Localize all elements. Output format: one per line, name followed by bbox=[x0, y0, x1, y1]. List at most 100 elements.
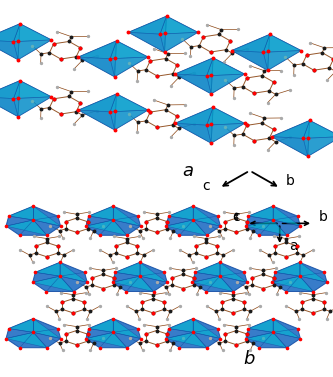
Polygon shape bbox=[268, 34, 301, 70]
Polygon shape bbox=[129, 16, 166, 34]
Text: a: a bbox=[289, 239, 297, 253]
Polygon shape bbox=[211, 107, 244, 143]
Polygon shape bbox=[89, 206, 113, 220]
Polygon shape bbox=[308, 120, 333, 156]
Polygon shape bbox=[35, 262, 60, 276]
Polygon shape bbox=[175, 58, 213, 94]
Polygon shape bbox=[271, 120, 310, 156]
Polygon shape bbox=[113, 319, 141, 339]
Polygon shape bbox=[303, 120, 333, 138]
Polygon shape bbox=[263, 34, 301, 52]
Polygon shape bbox=[129, 32, 165, 52]
Polygon shape bbox=[275, 262, 300, 276]
Polygon shape bbox=[175, 58, 213, 76]
Polygon shape bbox=[140, 262, 167, 282]
Polygon shape bbox=[33, 206, 61, 226]
Polygon shape bbox=[175, 123, 211, 143]
Polygon shape bbox=[168, 206, 193, 220]
Polygon shape bbox=[13, 24, 52, 42]
Polygon shape bbox=[246, 319, 300, 348]
Polygon shape bbox=[160, 16, 198, 34]
Polygon shape bbox=[115, 94, 148, 130]
Polygon shape bbox=[33, 319, 61, 339]
Polygon shape bbox=[6, 319, 61, 348]
Polygon shape bbox=[166, 206, 220, 235]
Polygon shape bbox=[78, 41, 117, 77]
Text: a: a bbox=[182, 162, 194, 180]
Polygon shape bbox=[160, 32, 198, 52]
Polygon shape bbox=[206, 74, 244, 94]
Polygon shape bbox=[303, 136, 333, 156]
Polygon shape bbox=[89, 319, 113, 333]
Polygon shape bbox=[175, 74, 211, 94]
Polygon shape bbox=[166, 220, 207, 235]
Polygon shape bbox=[6, 220, 47, 235]
Polygon shape bbox=[115, 262, 140, 276]
Polygon shape bbox=[129, 16, 166, 52]
Polygon shape bbox=[166, 333, 207, 348]
Polygon shape bbox=[113, 206, 141, 226]
Polygon shape bbox=[78, 94, 117, 112]
Polygon shape bbox=[0, 24, 20, 60]
Polygon shape bbox=[206, 107, 244, 125]
Polygon shape bbox=[110, 57, 148, 77]
Polygon shape bbox=[175, 107, 213, 143]
Polygon shape bbox=[110, 41, 148, 59]
Polygon shape bbox=[9, 206, 33, 220]
Text: b: b bbox=[286, 173, 295, 187]
Polygon shape bbox=[6, 333, 47, 348]
Polygon shape bbox=[168, 319, 193, 333]
Polygon shape bbox=[300, 262, 327, 282]
Polygon shape bbox=[0, 81, 20, 116]
Polygon shape bbox=[272, 276, 313, 291]
Polygon shape bbox=[60, 262, 87, 282]
Polygon shape bbox=[211, 58, 244, 94]
Text: c: c bbox=[233, 210, 240, 224]
Polygon shape bbox=[248, 206, 273, 220]
Polygon shape bbox=[0, 40, 18, 60]
Polygon shape bbox=[18, 81, 52, 116]
Polygon shape bbox=[192, 262, 247, 291]
Polygon shape bbox=[78, 57, 115, 77]
Polygon shape bbox=[78, 110, 115, 130]
Polygon shape bbox=[232, 51, 268, 70]
Polygon shape bbox=[220, 262, 247, 282]
Polygon shape bbox=[248, 319, 273, 333]
Polygon shape bbox=[6, 206, 61, 235]
Polygon shape bbox=[193, 319, 220, 339]
Polygon shape bbox=[232, 34, 270, 52]
Text: c: c bbox=[202, 179, 210, 193]
Polygon shape bbox=[0, 81, 20, 99]
Polygon shape bbox=[273, 319, 300, 339]
Polygon shape bbox=[246, 220, 287, 235]
Polygon shape bbox=[272, 262, 327, 291]
Text: b: b bbox=[243, 350, 254, 368]
Polygon shape bbox=[232, 34, 270, 70]
Polygon shape bbox=[13, 81, 52, 99]
Polygon shape bbox=[263, 51, 301, 70]
Polygon shape bbox=[33, 262, 87, 291]
Polygon shape bbox=[246, 333, 287, 348]
Polygon shape bbox=[13, 40, 52, 60]
Polygon shape bbox=[110, 94, 148, 112]
Polygon shape bbox=[271, 120, 310, 138]
Polygon shape bbox=[0, 24, 20, 42]
Polygon shape bbox=[13, 97, 52, 116]
Polygon shape bbox=[18, 24, 52, 60]
Text: b: b bbox=[319, 210, 327, 224]
Polygon shape bbox=[86, 319, 141, 348]
Polygon shape bbox=[113, 276, 154, 291]
Polygon shape bbox=[9, 319, 33, 333]
Polygon shape bbox=[271, 136, 308, 156]
Polygon shape bbox=[166, 319, 220, 348]
Polygon shape bbox=[175, 107, 213, 125]
Polygon shape bbox=[33, 276, 74, 291]
Polygon shape bbox=[0, 97, 18, 116]
Polygon shape bbox=[113, 262, 167, 291]
Polygon shape bbox=[78, 94, 117, 130]
Polygon shape bbox=[206, 58, 244, 76]
Polygon shape bbox=[195, 262, 220, 276]
Polygon shape bbox=[78, 41, 117, 59]
Polygon shape bbox=[246, 206, 300, 235]
Polygon shape bbox=[86, 333, 127, 348]
